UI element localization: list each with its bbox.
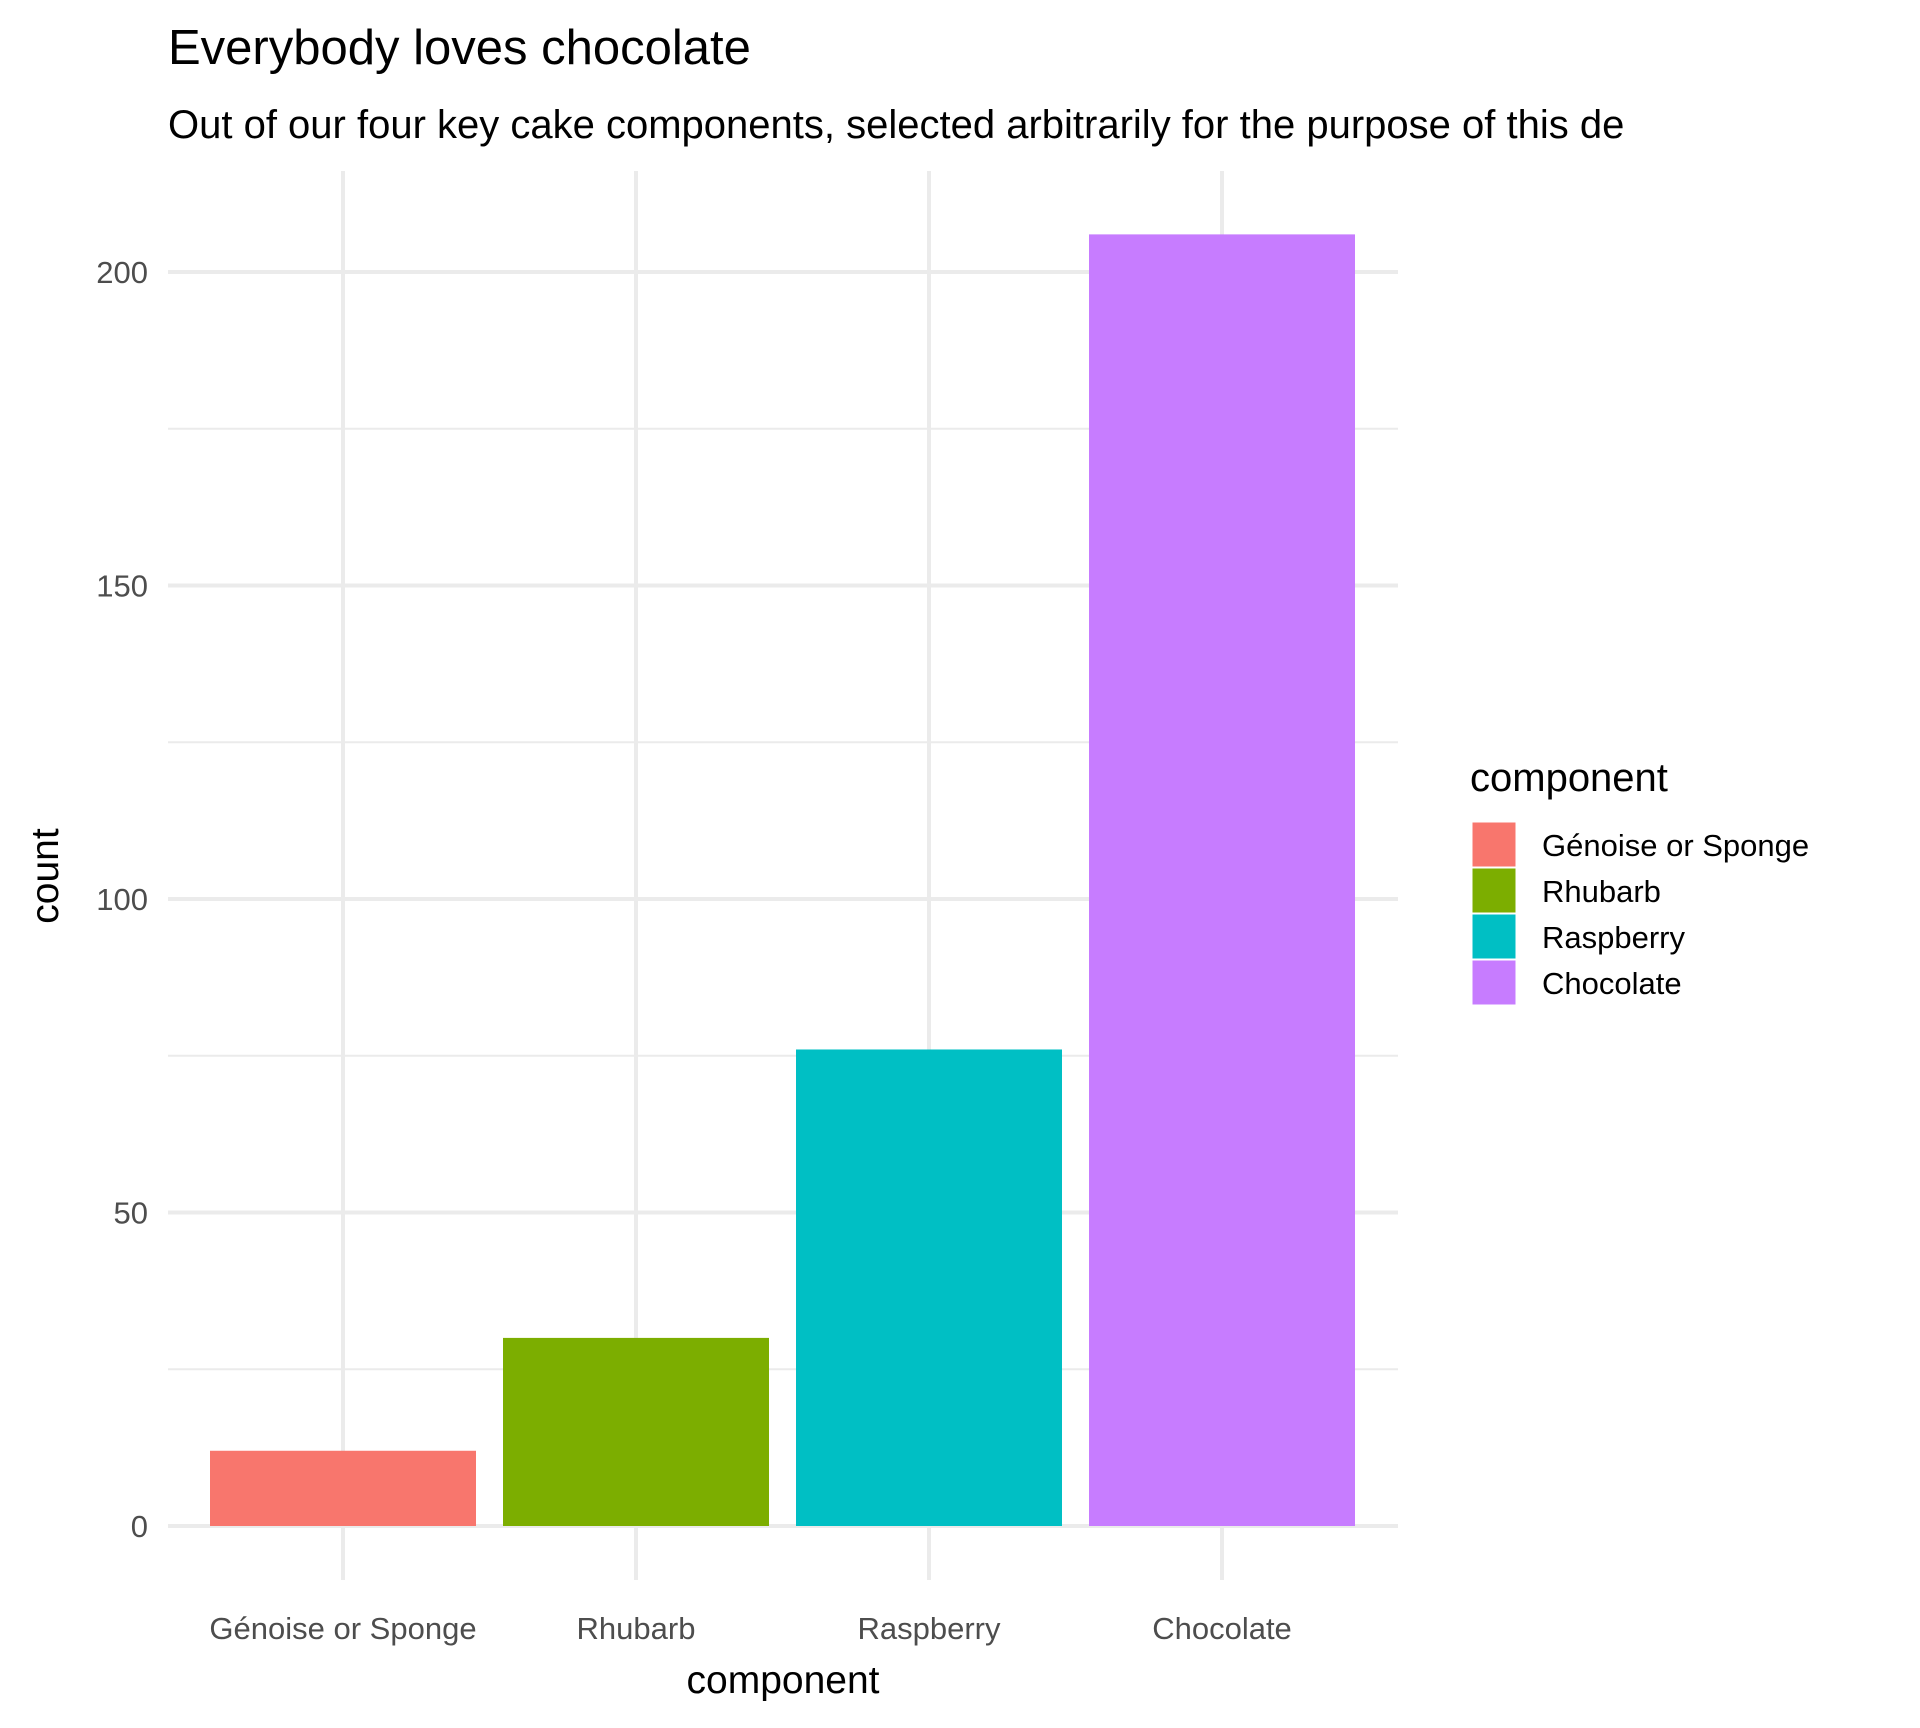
- bars: [210, 234, 1355, 1526]
- chart-subtitle: Out of our four key cake components, sel…: [168, 103, 1624, 147]
- y-tick-label: 200: [96, 255, 148, 290]
- legend-key: [1471, 913, 1517, 960]
- y-tick-label: 0: [131, 1509, 148, 1544]
- legend-key: [1471, 867, 1517, 914]
- legend: component Génoise or Sponge Rhubarb Raspbe…: [1470, 756, 1809, 1006]
- legend-label: Chocolate: [1542, 966, 1682, 1001]
- bar-rhubarb: [503, 1337, 769, 1526]
- bar-chocolate: [1089, 234, 1355, 1526]
- y-tick-label: 150: [96, 569, 148, 604]
- legend-label: Génoise or Sponge: [1542, 828, 1809, 863]
- x-tick-label: Chocolate: [1152, 1611, 1292, 1646]
- legend-key: [1471, 821, 1517, 868]
- x-tick-label: Raspberry: [858, 1611, 1001, 1646]
- y-tick-label: 50: [114, 1196, 148, 1231]
- x-tick-label: Génoise or Sponge: [209, 1611, 476, 1646]
- bar-raspberry: [796, 1049, 1062, 1526]
- chart-title: Everybody loves chocolate: [168, 21, 751, 75]
- legend-title: component: [1470, 756, 1668, 800]
- y-tick-label: 100: [96, 882, 148, 917]
- x-axis-title: component: [687, 1659, 880, 1702]
- legend-label: Rhubarb: [1542, 874, 1661, 909]
- bar-g-noise-or-sponge: [210, 1450, 476, 1526]
- legend-label: Raspberry: [1542, 920, 1685, 955]
- x-tick-label: Rhubarb: [577, 1611, 696, 1646]
- x-axis-ticks: Génoise or Sponge Rhubarb Raspberry Chocola…: [209, 1611, 1291, 1646]
- y-axis-title: count: [24, 828, 67, 924]
- y-axis-ticks: 0 50 100 150 200: [96, 255, 148, 1544]
- legend-key: [1471, 959, 1517, 1006]
